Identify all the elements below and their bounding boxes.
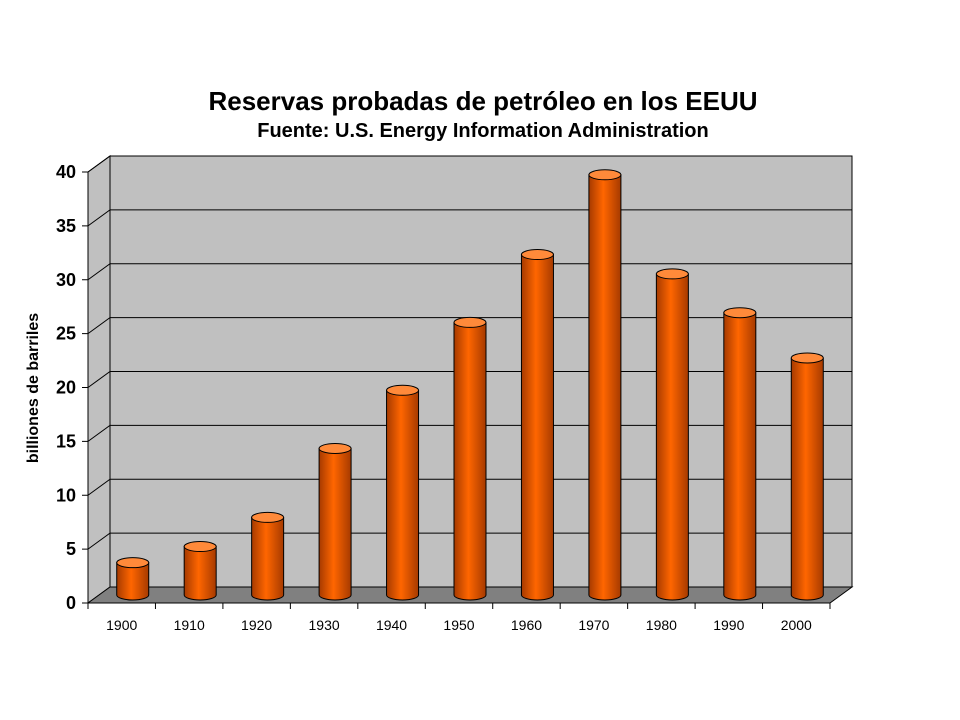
x-tick-label: 1990: [713, 617, 744, 633]
bar-top: [318, 442, 352, 454]
bar-top: [453, 316, 487, 328]
bar: [723, 307, 757, 601]
bar-body: [183, 546, 217, 601]
y-tick-label: 20: [56, 378, 76, 398]
bar-top: [116, 557, 150, 569]
bar-body: [251, 516, 285, 601]
bar: [251, 511, 285, 601]
y-tick-label: 10: [56, 485, 76, 505]
bar: [520, 249, 554, 601]
bar-body: [520, 254, 554, 601]
bar-body: [386, 389, 420, 601]
bar: [453, 316, 487, 601]
bar-body: [588, 174, 622, 601]
bar-body: [116, 562, 150, 601]
bar-top: [588, 169, 622, 181]
bar-top: [520, 249, 554, 261]
bar-top: [386, 384, 420, 396]
bar-body: [723, 312, 757, 601]
chart-title: Reservas probadas de petróleo en los EEU…: [208, 86, 757, 116]
x-axis-ticks: 1900 1910 1920 1930 1940 1950 1960 1970 1980 1990…: [87, 603, 831, 633]
y-tick-label: 25: [56, 324, 76, 344]
bar: [588, 169, 622, 601]
y-tick-label: 5: [66, 539, 76, 559]
x-tick-label: 1920: [241, 617, 272, 633]
x-tick-label: 1950: [443, 617, 474, 633]
bar-top: [723, 307, 757, 319]
y-tick-label: 0: [66, 593, 76, 613]
bar: [116, 557, 150, 601]
bar: [318, 442, 352, 601]
bar-body: [453, 321, 487, 601]
bar-top: [251, 511, 285, 523]
x-tick-label: 1900: [106, 617, 137, 633]
gridline: [87, 155, 852, 173]
bar: [790, 352, 824, 601]
y-tick-label: 35: [56, 216, 76, 236]
bar-top: [790, 352, 824, 364]
chart-subtitle: Fuente: U.S. Energy Information Administ…: [257, 120, 709, 142]
y-axis-label: billiones de barriles: [25, 313, 42, 463]
x-tick-label: 1930: [309, 617, 340, 633]
bars: [116, 169, 824, 601]
y-tick-label: 15: [56, 431, 76, 451]
y-axis-ticks: 0 5 10 15 20 25 30 35 40: [56, 162, 88, 613]
bar-top: [655, 268, 689, 280]
bar: [183, 541, 217, 601]
x-tick-label: 1960: [511, 617, 542, 633]
x-tick-label: 1980: [646, 617, 677, 633]
x-tick-label: 1970: [578, 617, 609, 633]
bar-body: [655, 273, 689, 601]
bar-body: [318, 447, 352, 601]
y-tick-label: 30: [56, 270, 76, 290]
y-tick-label: 40: [56, 162, 76, 182]
bar: [386, 384, 420, 601]
bar-top: [183, 541, 217, 553]
x-tick-label: 1910: [174, 617, 205, 633]
x-tick-label: 1940: [376, 617, 407, 633]
bar: [655, 268, 689, 601]
x-tick-label: 2000: [781, 617, 812, 633]
bar-body: [790, 357, 824, 601]
